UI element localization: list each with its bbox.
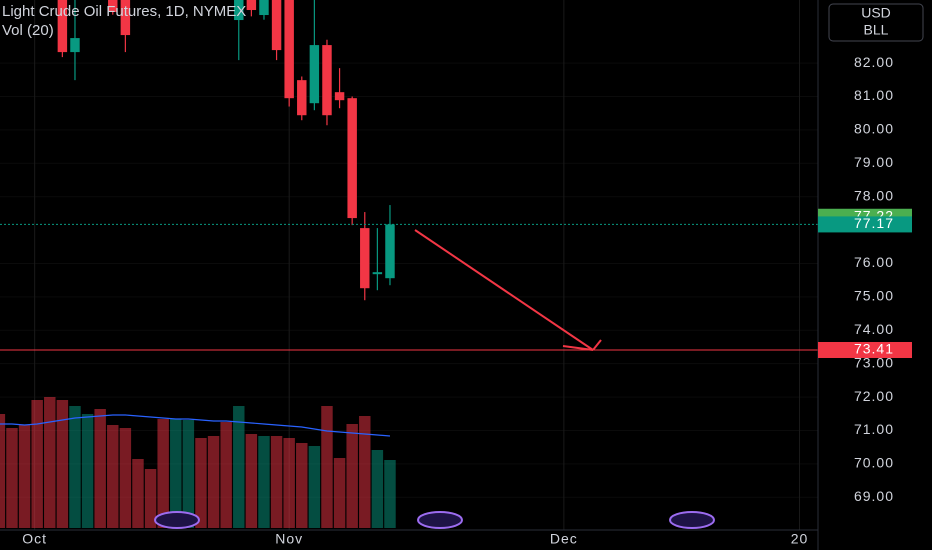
candle-body [246, 0, 257, 11]
x-tick-label: Nov [275, 531, 303, 547]
candle-body [259, 0, 269, 16]
volume-bar [44, 397, 56, 528]
x-tick-label: Oct [22, 531, 47, 547]
price-badge-label: 73.41 [854, 341, 894, 357]
candle-body [234, 0, 244, 21]
y-tick-label: 82.00 [854, 54, 894, 70]
volume-bar [245, 434, 258, 528]
x-tick-label: Dec [550, 531, 578, 547]
volume-bar [321, 406, 333, 528]
candle-body [108, 0, 118, 13]
axes: 69.00 70.00 71.00 72.00 73.00 74.00 75.00 76.00… [22, 54, 912, 547]
volume-bar [270, 436, 283, 528]
candle-body [322, 45, 332, 116]
volume-bar [119, 428, 132, 528]
volume-bar [170, 419, 182, 528]
plot-area [0, 0, 818, 528]
candle-body [334, 92, 345, 101]
volume-bar [296, 443, 308, 528]
candle-body [347, 98, 357, 219]
y-tick-label: 70.00 [854, 455, 894, 471]
volume-bar [333, 458, 346, 528]
y-tick-label: 73.00 [854, 354, 894, 370]
candle-body [120, 0, 131, 36]
volume-label: Vol (20) [2, 22, 54, 39]
volume-bar [94, 409, 106, 528]
trend-arrow [414, 229, 602, 351]
y-tick-label: 80.00 [854, 121, 894, 137]
candle-body [70, 38, 80, 53]
price-badge-label: 77.17 [854, 215, 894, 231]
volume-ma-line [0, 414, 391, 437]
y-tick-label: 71.00 [854, 421, 894, 437]
volume-bar [195, 438, 207, 528]
candle-body [57, 0, 68, 53]
y-tick-label: 69.00 [854, 488, 894, 504]
volume-bar [258, 436, 270, 528]
currency-box[interactable] [828, 3, 924, 42]
unit: BLL [864, 22, 889, 38]
candle-body [271, 0, 282, 51]
chart-title: Light Crude Oil Futures, 1D, NYMEX [2, 3, 246, 20]
volume-bar [81, 414, 94, 528]
volume-bar [283, 438, 295, 528]
volume-bar [157, 419, 169, 528]
volume-bar [6, 428, 18, 528]
volume-bar [31, 400, 43, 528]
volume-bar [220, 422, 232, 528]
volume-bar [132, 459, 144, 528]
y-tick-label: 72.00 [854, 388, 894, 404]
y-tick-label: 74.00 [854, 321, 894, 337]
volume-bar [56, 400, 69, 528]
price-badge [818, 341, 912, 358]
volume-bar [107, 425, 119, 528]
event-icons[interactable] [154, 511, 715, 529]
volume-bar [359, 416, 371, 528]
candle-body [297, 80, 307, 116]
y-tick-label: 78.00 [854, 187, 894, 203]
y-tick-label: 81.00 [854, 87, 894, 103]
candle-body [360, 228, 370, 289]
volume-bar [182, 420, 195, 528]
y-tick-label: 79.00 [854, 154, 894, 170]
price-badge [818, 216, 912, 233]
x-tick-label: 20 [791, 531, 809, 547]
volume-bar [308, 446, 321, 528]
volume-bar [207, 436, 220, 528]
candle-body [372, 272, 383, 275]
volume-bar [371, 450, 384, 528]
volume-bar [0, 414, 6, 528]
volume-bar [233, 406, 245, 528]
volume-bar [69, 406, 81, 528]
volume-bar [18, 425, 31, 528]
candle-body [385, 224, 395, 279]
volume-bar [144, 469, 157, 528]
volume-bar [346, 424, 358, 528]
grid [0, 0, 818, 530]
candle-body [309, 45, 320, 104]
candle-body [284, 0, 294, 99]
y-tick-label: 75.00 [854, 288, 894, 304]
currency: USD [861, 5, 891, 21]
y-tick-label: 76.00 [854, 254, 894, 270]
volume-bar [384, 460, 396, 528]
